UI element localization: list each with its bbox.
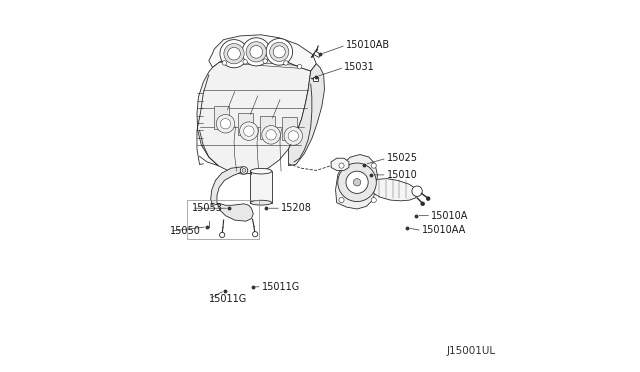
Circle shape — [246, 42, 266, 62]
Circle shape — [273, 46, 285, 58]
Circle shape — [353, 179, 361, 186]
Circle shape — [338, 163, 376, 202]
Circle shape — [220, 119, 230, 129]
Text: 15010AA: 15010AA — [422, 225, 466, 235]
Circle shape — [421, 202, 424, 206]
Polygon shape — [209, 35, 316, 71]
Circle shape — [262, 126, 280, 144]
Polygon shape — [335, 154, 378, 209]
Circle shape — [266, 38, 292, 65]
Circle shape — [240, 167, 248, 174]
Text: 15053: 15053 — [192, 203, 223, 213]
Circle shape — [298, 64, 302, 69]
Circle shape — [228, 47, 241, 60]
Circle shape — [339, 163, 344, 168]
Circle shape — [220, 39, 248, 68]
Circle shape — [253, 232, 258, 237]
Text: 15031: 15031 — [344, 62, 375, 73]
Circle shape — [216, 115, 235, 133]
Polygon shape — [211, 167, 253, 221]
Ellipse shape — [250, 169, 272, 174]
Circle shape — [243, 60, 248, 64]
Circle shape — [412, 186, 422, 196]
Circle shape — [263, 59, 268, 63]
Circle shape — [222, 61, 227, 65]
Circle shape — [426, 197, 430, 201]
Ellipse shape — [250, 200, 272, 205]
Text: 15011G: 15011G — [262, 282, 300, 292]
Circle shape — [371, 163, 376, 168]
Circle shape — [239, 122, 258, 140]
Circle shape — [224, 44, 244, 64]
Polygon shape — [374, 179, 417, 201]
Text: 15011G: 15011G — [209, 294, 247, 304]
Polygon shape — [331, 158, 349, 170]
Circle shape — [288, 131, 298, 141]
Text: 15208: 15208 — [281, 203, 312, 213]
Polygon shape — [197, 55, 311, 174]
Circle shape — [244, 126, 254, 137]
Circle shape — [284, 127, 303, 145]
Circle shape — [266, 130, 276, 140]
Circle shape — [339, 198, 344, 203]
Circle shape — [269, 42, 289, 61]
Circle shape — [242, 169, 246, 172]
Bar — [214, 106, 229, 129]
Text: 15010A: 15010A — [431, 211, 468, 221]
Bar — [237, 113, 253, 135]
Bar — [312, 77, 318, 81]
Text: 15010AB: 15010AB — [346, 40, 390, 50]
Circle shape — [371, 198, 376, 203]
Text: 15050: 15050 — [170, 226, 201, 236]
Bar — [250, 171, 272, 203]
Circle shape — [242, 38, 270, 66]
Bar — [282, 118, 297, 140]
Text: J15001UL: J15001UL — [447, 346, 496, 356]
Circle shape — [284, 61, 288, 65]
Circle shape — [220, 232, 225, 237]
Bar — [260, 116, 275, 138]
Polygon shape — [289, 64, 324, 166]
Bar — [187, 200, 259, 238]
Circle shape — [250, 45, 262, 58]
Circle shape — [346, 171, 368, 193]
Text: 15010: 15010 — [387, 170, 417, 180]
Bar — [314, 51, 321, 57]
Text: 15025: 15025 — [387, 153, 418, 163]
